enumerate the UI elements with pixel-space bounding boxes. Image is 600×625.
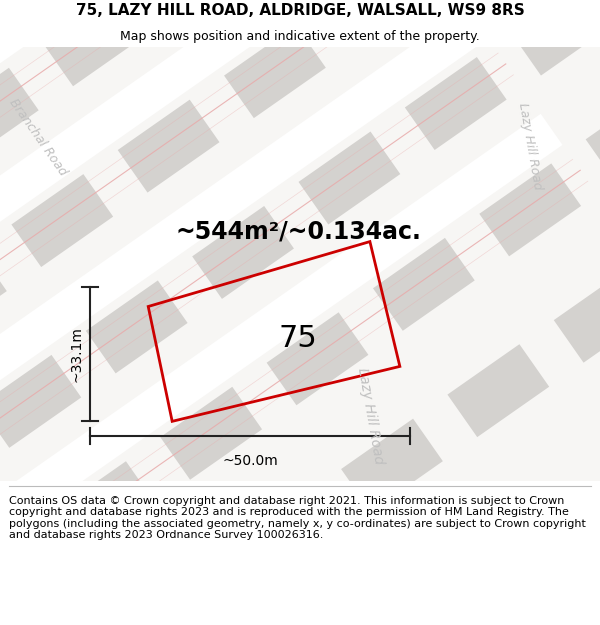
Polygon shape [11, 174, 113, 267]
Polygon shape [86, 281, 188, 373]
Polygon shape [235, 493, 337, 586]
Polygon shape [160, 387, 262, 480]
Polygon shape [128, 568, 230, 625]
Polygon shape [299, 131, 400, 224]
Polygon shape [0, 0, 190, 129]
Text: Contains OS data © Crown copyright and database right 2021. This information is : Contains OS data © Crown copyright and d… [9, 496, 586, 541]
Polygon shape [511, 0, 600, 76]
Polygon shape [0, 114, 562, 625]
Text: ~50.0m: ~50.0m [222, 454, 278, 468]
Text: 75, LAZY HILL ROAD, ALDRIDGE, WALSALL, WS9 8RS: 75, LAZY HILL ROAD, ALDRIDGE, WALSALL, W… [76, 2, 524, 18]
Polygon shape [586, 89, 600, 182]
Polygon shape [405, 57, 506, 150]
Polygon shape [266, 312, 368, 405]
Polygon shape [0, 0, 116, 22]
Polygon shape [0, 249, 7, 341]
Polygon shape [0, 0, 265, 235]
Polygon shape [54, 461, 156, 554]
Polygon shape [118, 99, 220, 192]
Polygon shape [43, 0, 145, 86]
Text: Lazy Hill Road: Lazy Hill Road [355, 367, 385, 466]
Polygon shape [224, 25, 326, 118]
Polygon shape [192, 206, 294, 299]
Text: Map shows position and indicative extent of the property.: Map shows position and indicative extent… [120, 30, 480, 43]
Text: Branchal Road: Branchal Road [7, 96, 70, 178]
Text: ~544m²/~0.134ac.: ~544m²/~0.134ac. [175, 219, 421, 244]
Polygon shape [0, 0, 339, 341]
Polygon shape [0, 355, 81, 448]
Polygon shape [0, 68, 38, 161]
Text: Lazy Hill Road: Lazy Hill Road [515, 102, 544, 191]
Text: ~33.1m: ~33.1m [70, 326, 83, 382]
Polygon shape [448, 344, 549, 437]
Polygon shape [0, 536, 49, 625]
Polygon shape [554, 270, 600, 362]
Polygon shape [0, 0, 413, 448]
Polygon shape [0, 8, 488, 554]
Text: 75: 75 [278, 324, 317, 354]
Polygon shape [341, 419, 443, 512]
Polygon shape [331, 0, 432, 44]
Polygon shape [149, 0, 251, 12]
Polygon shape [373, 238, 475, 331]
Polygon shape [479, 163, 581, 256]
